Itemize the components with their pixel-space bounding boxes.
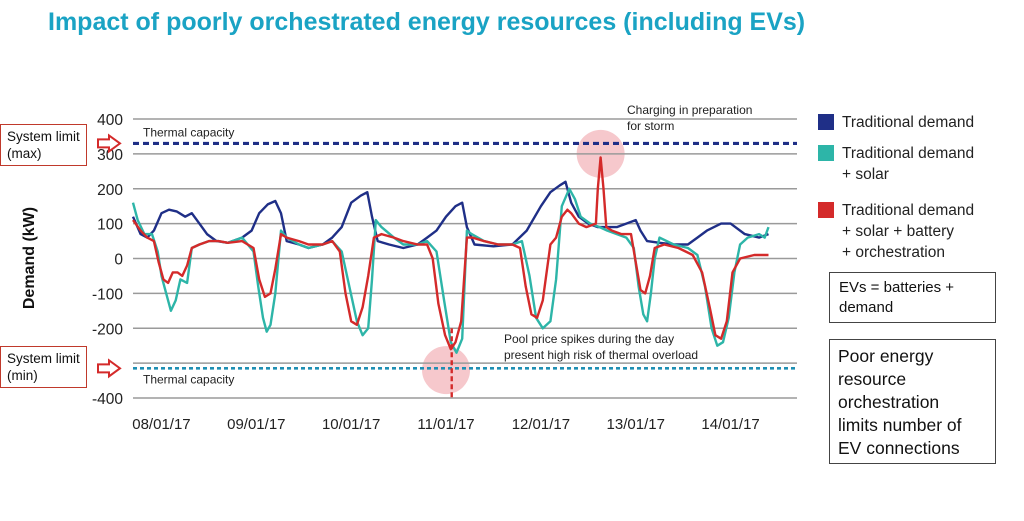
legend-label: Traditional demand [842, 202, 975, 219]
y-tick-label: -100 [92, 286, 123, 303]
y-tick-label: 300 [97, 147, 123, 164]
y-tick-label: 100 [97, 217, 123, 234]
poor-orchestration-note-box: Poor energy resource orchestration limit… [829, 339, 996, 464]
system-limit-min-box: System limit (min) [0, 346, 87, 388]
legend-label: Traditional demand [842, 145, 975, 162]
x-tick-label: 08/01/17 [132, 416, 190, 433]
poor-note-line: resource [838, 369, 907, 389]
y-tick-label: 0 [114, 252, 123, 269]
series-line-traditional [131, 180, 769, 250]
annotation-storm-text: Charging in preparation [627, 103, 752, 117]
poor-note-line: limits number of [838, 415, 962, 435]
system-limit-max-line1: System limit [7, 129, 80, 144]
page-title: Impact of poorly orchestrated energy res… [48, 8, 806, 36]
x-tick-label: 10/01/17 [322, 416, 380, 433]
system-limit-min-line2: (min) [7, 368, 38, 383]
system-limit-min-arrow [97, 358, 122, 379]
system-limit-min-line1: System limit [7, 351, 80, 366]
poor-note-line: orchestration [838, 392, 940, 412]
series-line-orchestration [132, 156, 769, 351]
thermal-capacity-max-label: Thermal capacity [143, 125, 234, 139]
system-limit-max-arrow [97, 133, 122, 154]
annotation-highlight-circle [422, 346, 471, 395]
system-limit-max-line2: (max) [7, 146, 42, 161]
evs-note-line: demand [839, 299, 894, 316]
x-tick-label: 11/01/17 [417, 416, 474, 433]
legend-label: Traditional demand [842, 114, 975, 131]
x-tick-label: 13/01/17 [607, 416, 665, 433]
x-tick-label: 12/01/17 [512, 416, 570, 433]
annotation-price-text: present high risk of thermal overload [504, 348, 698, 362]
legend-label: + orchestration [842, 244, 945, 261]
evs-note-line: EVs = batteries + [839, 279, 955, 296]
y-tick-label: -400 [92, 391, 123, 408]
legend-swatch-solar [818, 145, 834, 161]
annotation-storm-text: for storm [627, 119, 674, 133]
legend-label: + solar + battery [842, 223, 955, 240]
legend-label: + solar [842, 166, 889, 183]
x-tick-label: 09/01/17 [227, 416, 285, 433]
system-limit-max-box: System limit (max) [0, 124, 87, 166]
thermal-capacity-min-label: Thermal capacity [143, 372, 234, 386]
legend-swatch-traditional [818, 114, 834, 130]
poor-note-line: Poor energy [838, 346, 934, 366]
y-tick-label: 400 [97, 112, 123, 129]
x-tick-label: 14/01/17 [701, 416, 759, 433]
poor-note-line: EV connections [838, 438, 960, 458]
legend-swatch-orchestration [818, 202, 834, 218]
y-tick-label: -200 [92, 321, 123, 338]
evs-note-box: EVs = batteries + demand [829, 272, 996, 323]
annotation-price-text: Pool price spikes during the day [504, 332, 674, 346]
y-tick-label: 200 [97, 182, 123, 199]
